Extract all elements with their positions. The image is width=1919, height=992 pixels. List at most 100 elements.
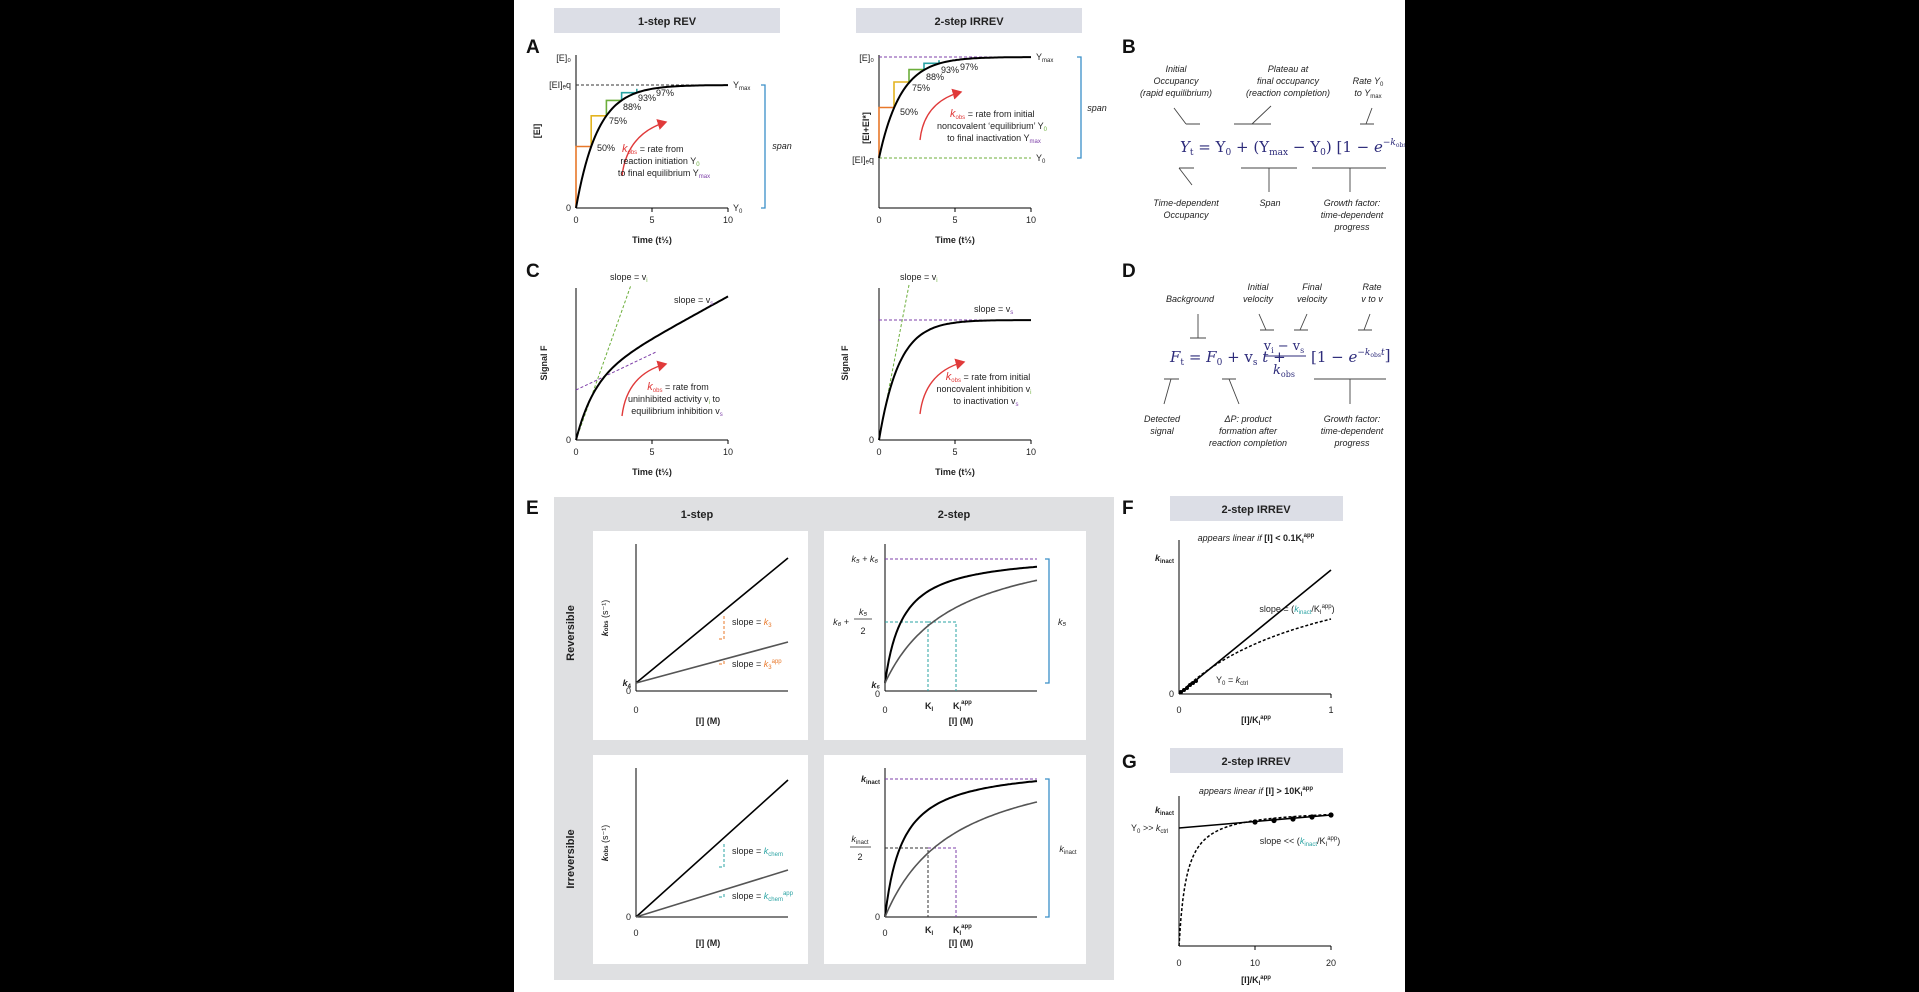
leader-line <box>1314 378 1386 404</box>
y-tick-e0: [E]₀ <box>556 53 571 63</box>
leader-line <box>1294 313 1308 331</box>
x-tick-label: 0 <box>882 928 887 938</box>
pct-75: 75% <box>912 83 930 93</box>
slope-triangle <box>719 892 725 898</box>
d-annot-bot3: time-dependent <box>1321 426 1384 436</box>
vs-asymptote <box>575 351 657 391</box>
kobs-desc-1: kobs = rate from <box>622 143 683 156</box>
k6-tick: k₆ <box>871 680 880 690</box>
pct-97: 97% <box>656 88 674 98</box>
span-label: span <box>772 141 792 151</box>
kobs-curve <box>884 565 1038 684</box>
header-rev1: 1-step REV <box>638 16 697 28</box>
header-irrev2: 2-step IRREV <box>934 16 1004 28</box>
k6half-den: 2 <box>860 626 865 636</box>
k5-bracket <box>1045 558 1050 684</box>
data-point <box>1191 681 1195 685</box>
y-axis-label: Signal F <box>840 345 850 381</box>
x-tick-label: 5 <box>649 215 654 225</box>
kobs-arrow <box>919 88 963 141</box>
e-rev-1step-plot: 0 0 k4 [I] (M) kobs (s⁻¹) slope = k3 slo… <box>600 544 789 726</box>
leader-line <box>1258 313 1274 331</box>
y0-label: Y0 <box>1036 153 1046 165</box>
e-header-1step: 1-step <box>681 509 714 521</box>
data-point <box>1185 686 1189 690</box>
slope-vs-label: slope = vs <box>674 295 713 307</box>
b-annot-bot1: Occupancy <box>1163 210 1209 220</box>
figure-svg: A B C D E F G 1-step REV 2-step IRREV 0 … <box>526 8 1405 987</box>
g-note: appears linear if [I] > 10KIapp <box>1199 786 1314 798</box>
e-row-reversible: Reversible <box>565 605 577 661</box>
half-life-step <box>878 106 894 158</box>
pct-93: 93% <box>638 93 656 103</box>
y-axis-label: Signal F <box>539 345 549 381</box>
b-annot-top1: Initial <box>1165 64 1187 74</box>
b-annot-bot3: progress <box>1333 222 1370 232</box>
half-life-step <box>908 68 924 82</box>
e-card-irrev-2step <box>824 755 1086 964</box>
b-annot-bot2: Span <box>1259 198 1280 208</box>
panel-letter-c: C <box>526 261 540 282</box>
x-axis-label: Time (t½) <box>935 467 975 477</box>
leader-line <box>1222 378 1240 405</box>
d-annot-bot3: progress <box>1333 438 1370 448</box>
half-life-step <box>893 81 909 108</box>
pct-88: 88% <box>926 72 944 82</box>
occupancy-curve <box>575 84 728 209</box>
k6half-num: k₅ <box>859 607 868 617</box>
y-tick-label: 0 <box>626 912 631 922</box>
e-irrev-1step-plot: 0 0 [I] (M) kobs (s⁻¹) slope = kchem slo… <box>600 768 794 948</box>
data-point <box>1290 816 1296 822</box>
y-tick-eieq: [EI]ₑq <box>549 80 571 90</box>
slope-k3app-label: slope = k3app <box>732 659 782 671</box>
b-annot-top3: to Ymax <box>1354 88 1381 100</box>
x-tick-label: 10 <box>1026 447 1036 457</box>
panel-letter-e: E <box>526 498 539 519</box>
k5-label: k₅ <box>1058 617 1067 627</box>
kobs-arrow <box>621 119 668 177</box>
b-annot-bot3: time-dependent <box>1321 210 1384 220</box>
d-annot-bot2: ΔP: product <box>1223 414 1272 424</box>
slope-vi-label: slope = vi <box>900 272 938 284</box>
x-tick-label: 5 <box>952 215 957 225</box>
x-tick-label: 10 <box>1250 958 1260 968</box>
panel-letter-b: B <box>1122 37 1136 58</box>
b-annot-bot1: Time-dependent <box>1153 198 1219 208</box>
kobs-app-curve <box>884 801 1038 918</box>
d-annot-top3: velocity <box>1297 294 1328 304</box>
data-point <box>1328 812 1334 818</box>
kobs-desc-1: kobs = rate from <box>647 381 708 394</box>
kobs-app-curve <box>884 579 1038 684</box>
header-box-irrev2 <box>856 8 1082 33</box>
kchemapp-line <box>635 869 789 918</box>
d-annot-top2: velocity <box>1243 294 1274 304</box>
leader-line <box>1241 167 1297 192</box>
leader-line <box>1312 167 1386 192</box>
x-axis-label: [I]/KIapp <box>1241 715 1271 727</box>
pct-75: 75% <box>609 116 627 126</box>
b-annot-top3: Rate Y0 <box>1353 76 1384 88</box>
x-tick-label: 5 <box>952 447 957 457</box>
y0-label: Y0 <box>733 203 743 215</box>
kobs-arrow <box>621 360 668 417</box>
pct-97: 97% <box>960 62 978 72</box>
half-life-step <box>923 62 939 70</box>
d-equation-denominator: kobs <box>1273 363 1295 379</box>
slope-triangle <box>719 842 725 868</box>
b-annot-top1: Occupancy <box>1153 76 1199 86</box>
x-tick-label: 10 <box>1026 215 1036 225</box>
b-annot-top2: (reaction completion) <box>1246 88 1330 98</box>
kobs-desc-3: to inactivation vs <box>953 396 1018 408</box>
x-tick-label: 0 <box>573 447 578 457</box>
signal-curve <box>575 295 729 441</box>
kobs-desc-2: uninhibited activity vi to <box>628 394 720 406</box>
y-tick-label: 0 <box>869 435 874 445</box>
x-tick-label: 10 <box>723 215 733 225</box>
Kiapp-dashed-line <box>928 621 957 691</box>
x-tick-label: 10 <box>723 447 733 457</box>
kobs-desc-3: to final inactivation Ymax <box>947 133 1041 145</box>
k3-line <box>635 557 789 684</box>
d-annot-bot3: Growth factor: <box>1324 414 1381 424</box>
e-card-rev-1step <box>593 531 808 740</box>
y-axis-label: [EI] <box>532 124 542 139</box>
